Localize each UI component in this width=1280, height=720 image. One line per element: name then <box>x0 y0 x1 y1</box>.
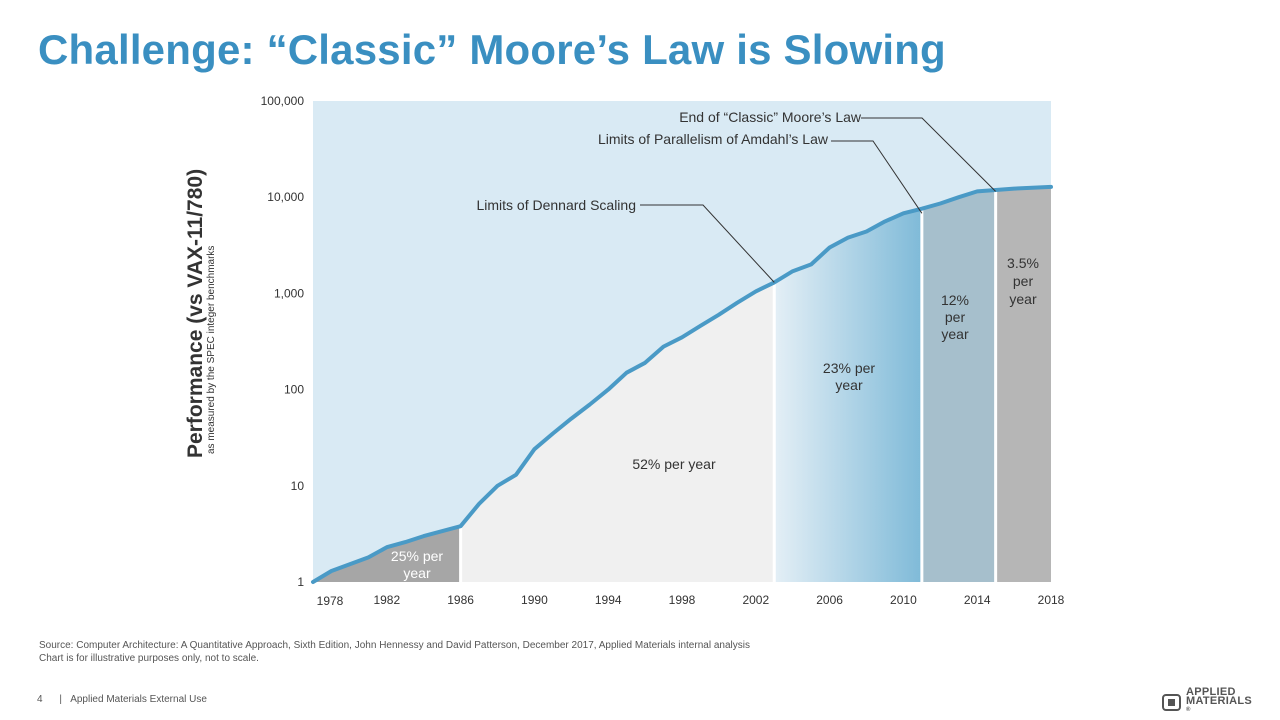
source-note: Source: Computer Architecture: A Quantit… <box>39 640 750 651</box>
logo-line-2: MATERIALS ® <box>1186 695 1253 714</box>
y-tick-label: 1,000 <box>274 286 304 300</box>
page-number: 4 <box>37 694 43 705</box>
era-rate-label: 3.5% <box>1007 255 1039 271</box>
x-tick-label: 1994 <box>595 593 622 607</box>
y-tick-label: 1 <box>297 575 304 589</box>
logo-line-1: APPLIED <box>1186 686 1236 698</box>
era-rate-label: per <box>1013 273 1034 289</box>
x-tick-label: 2010 <box>890 593 917 607</box>
illustrative-note: Chart is for illustrative purposes only,… <box>39 653 259 664</box>
annotation-label: Limits of Dennard Scaling <box>476 197 636 213</box>
y-tick-label: 100 <box>284 383 304 397</box>
logo-registered-mark: ® <box>1186 707 1191 713</box>
annotation-leader <box>831 140 923 214</box>
footer-classification: Applied Materials External Use <box>70 694 207 705</box>
x-tick-label: 1998 <box>669 593 696 607</box>
era-rate-label: year <box>1009 291 1037 307</box>
x-tick-label: 1990 <box>521 593 548 607</box>
page-title: Challenge: “Classic” Moore’s Law is Slow… <box>38 26 946 73</box>
era-region <box>460 282 775 582</box>
x-tick-label: 1986 <box>447 593 474 607</box>
era-rate-label: 12% <box>941 292 969 308</box>
annotation-label: End of “Classic” Moore’s Law <box>679 109 862 125</box>
y-tick-label: 10,000 <box>267 190 304 204</box>
x-tick-label: 2006 <box>816 593 843 607</box>
applied-materials-logo-icon <box>1162 693 1181 711</box>
x-tick-label: 2018 <box>1038 593 1065 607</box>
footer-separator: | <box>59 694 62 705</box>
x-tick-label: 1982 <box>373 593 400 607</box>
era-rate-label: year <box>835 377 863 393</box>
x-tick-label: 2002 <box>742 593 769 607</box>
y-tick-label: 10 <box>291 479 305 493</box>
era-region <box>774 208 922 582</box>
era-rate-label: 25% per <box>391 548 443 564</box>
annotation-leader <box>861 117 996 192</box>
performance-series-line <box>311 184 1053 584</box>
annotation-label: Limits of Parallelism of Amdahl’s Law <box>598 131 829 147</box>
era-region <box>313 526 461 582</box>
era-rate-label: year <box>941 326 969 342</box>
annotation-leader <box>640 204 775 283</box>
era-rate-label: year <box>403 565 431 581</box>
era-region <box>995 186 1051 582</box>
x-tick-label: 1978 <box>317 594 344 608</box>
era-rate-label: per <box>945 309 966 325</box>
company-logo: APPLIED MATERIALS ® <box>1162 686 1253 715</box>
y-tick-label: 100,000 <box>261 94 305 108</box>
era-rate-label: 52% per year <box>632 456 716 472</box>
x-tick-label: 2014 <box>964 593 991 607</box>
footer: 4 | Applied Materials External Use <box>37 694 207 705</box>
era-region <box>921 190 996 582</box>
era-rate-label: 23% per <box>823 360 875 376</box>
